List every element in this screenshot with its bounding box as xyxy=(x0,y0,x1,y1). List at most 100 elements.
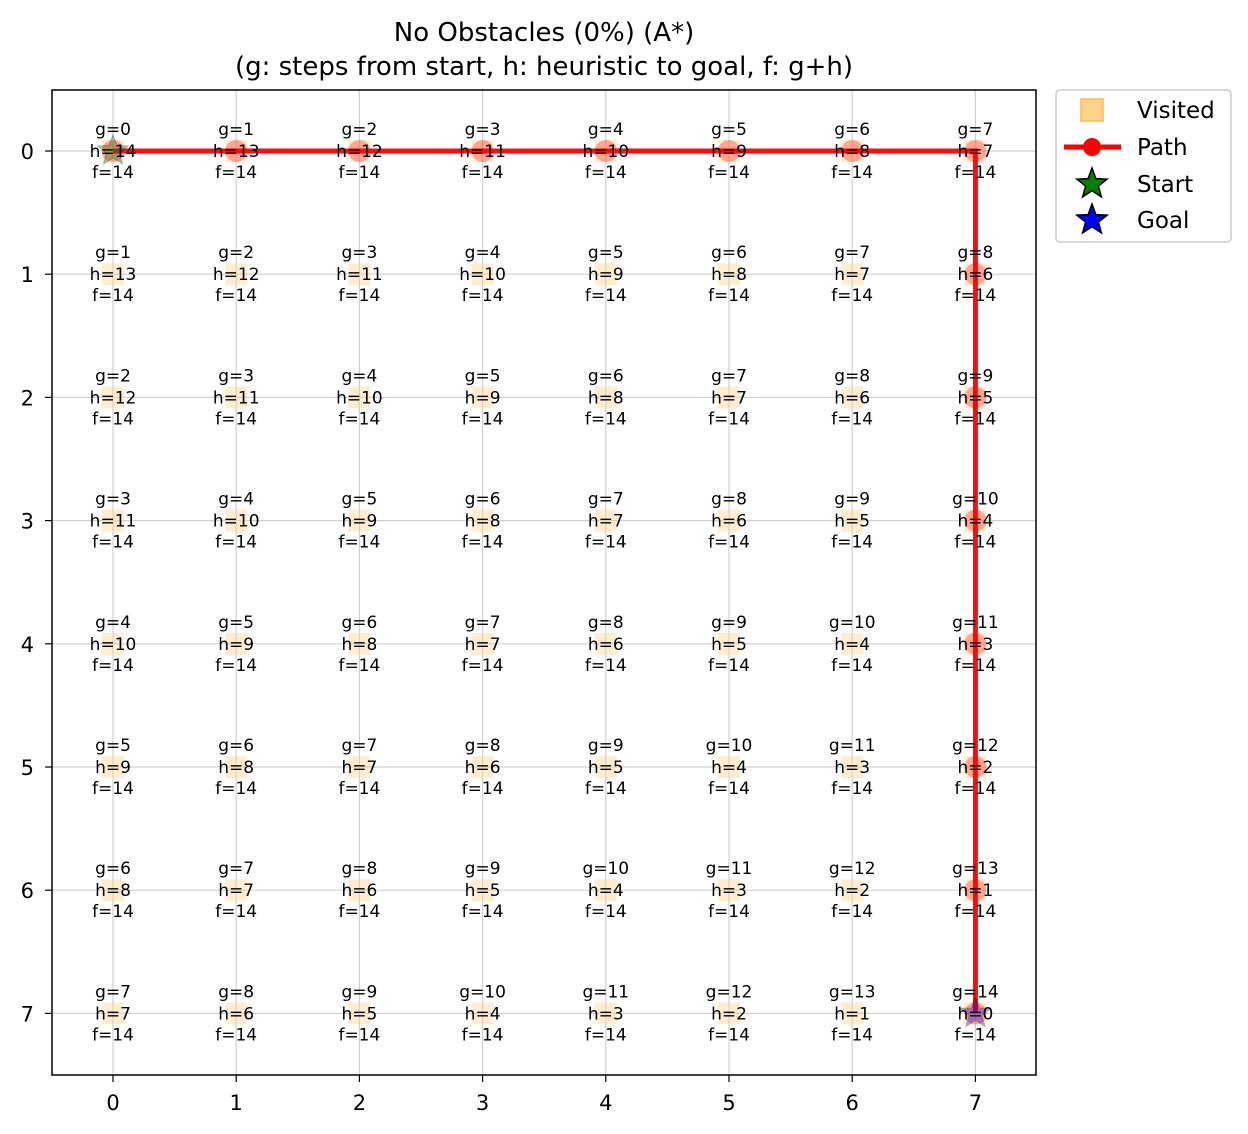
cell-h-label: h=8 xyxy=(218,758,254,778)
cell-h-label: h=9 xyxy=(711,142,747,162)
visited-cell xyxy=(225,263,248,286)
path-marker xyxy=(841,140,864,162)
cell-h-label: h=1 xyxy=(834,1004,870,1024)
cell-g-label: g=5 xyxy=(465,366,501,386)
cell-f-label: f=14 xyxy=(462,533,504,553)
cell-f-label: f=14 xyxy=(462,286,504,306)
cell-f-label: f=14 xyxy=(92,656,134,676)
y-tick-label: 0 xyxy=(21,140,34,164)
cell-f-label: f=14 xyxy=(831,656,873,676)
cell-f-label: f=14 xyxy=(585,656,627,676)
cell-h-label: h=9 xyxy=(95,758,131,778)
cell-h-label: h=8 xyxy=(711,265,747,285)
path-marker xyxy=(964,632,987,655)
cell-f-label: f=14 xyxy=(831,409,873,429)
cell-h-label: h=7 xyxy=(834,265,870,285)
cell-g-label: g=7 xyxy=(957,120,993,140)
cell-h-label: h=9 xyxy=(465,388,501,408)
cell-h-label: h=8 xyxy=(834,142,870,162)
cell-g-label: g=7 xyxy=(341,736,377,756)
x-tick-label: 4 xyxy=(599,1091,612,1115)
cell-h-label: h=6 xyxy=(341,881,377,901)
cell-g-label: g=12 xyxy=(952,736,999,756)
visited-cell xyxy=(471,756,494,778)
cell-g-label: g=10 xyxy=(459,982,506,1002)
cell-f-label: f=14 xyxy=(338,163,380,183)
cell-f-label: f=14 xyxy=(954,163,996,183)
cell-g-label: g=10 xyxy=(952,490,999,510)
cell-g-label: g=14 xyxy=(952,982,999,1002)
visited-cell xyxy=(718,879,740,902)
cell-h-label: h=6 xyxy=(957,265,993,285)
cell-g-label: g=12 xyxy=(706,982,753,1002)
cell-g-label: g=7 xyxy=(834,243,870,263)
cell-h-label: h=13 xyxy=(213,142,260,162)
cell-f-label: f=14 xyxy=(708,286,750,306)
cell-g-label: g=9 xyxy=(588,736,624,756)
legend-label-goal: Goal xyxy=(1137,208,1189,234)
cell-g-label: g=5 xyxy=(218,613,254,633)
cell-f-label: f=14 xyxy=(708,656,750,676)
cell-f-label: f=14 xyxy=(338,533,380,553)
visited-cell xyxy=(225,509,248,532)
cell-f-label: f=14 xyxy=(92,163,134,183)
cell-g-label: g=9 xyxy=(834,490,870,510)
path-marker xyxy=(718,140,740,162)
visited-cell xyxy=(348,509,371,532)
cell-f-label: f=14 xyxy=(831,902,873,922)
visited-cell xyxy=(718,1002,740,1025)
cell-h-label: h=5 xyxy=(711,635,747,655)
cell-f-label: f=14 xyxy=(215,1025,257,1045)
visited-cell xyxy=(841,386,864,409)
grid-lines xyxy=(52,90,1036,1075)
x-tick-label: 5 xyxy=(722,1091,735,1115)
cell-g-label: g=4 xyxy=(341,366,377,386)
goal-marker xyxy=(958,995,992,1028)
y-tick-label: 4 xyxy=(21,633,34,657)
visited-cell xyxy=(594,1002,617,1025)
cell-h-label: h=9 xyxy=(218,635,254,655)
cell-h-label: h=4 xyxy=(465,1004,501,1024)
cell-f-label: f=14 xyxy=(831,779,873,799)
cell-g-label: g=7 xyxy=(465,613,501,633)
cell-g-label: g=3 xyxy=(95,490,131,510)
visited-cell xyxy=(718,756,740,778)
cell-h-label: h=5 xyxy=(957,388,993,408)
legend-start-star xyxy=(1074,165,1110,199)
visited-cell xyxy=(718,509,740,532)
axis-ticks: 0 1 2 3 4 5 6 7 0 1 2 3 4 5 6 7 xyxy=(21,140,982,1115)
cell-h-label: h=11 xyxy=(336,265,383,285)
cell-g-label: g=11 xyxy=(582,982,629,1002)
cell-f-label: f=14 xyxy=(92,533,134,553)
cell-g-label: g=9 xyxy=(465,859,501,879)
cell-f-label: f=14 xyxy=(92,779,134,799)
cell-h-label: h=5 xyxy=(834,512,870,532)
cell-g-label: g=10 xyxy=(582,859,629,879)
cell-g-label: g=9 xyxy=(957,366,993,386)
cell-h-label: h=10 xyxy=(90,635,137,655)
cell-h-label: h=5 xyxy=(341,1004,377,1024)
cell-g-label: g=2 xyxy=(95,366,131,386)
cell-f-label: f=14 xyxy=(462,1025,504,1045)
x-tick-label: 6 xyxy=(846,1091,859,1115)
legend: Visited Path Start Goal xyxy=(1055,89,1232,243)
cell-h-label: h=7 xyxy=(465,635,501,655)
path-marker xyxy=(471,140,494,162)
path-layer xyxy=(102,140,987,1025)
cell-g-label: g=7 xyxy=(711,366,747,386)
chart-title: No Obstacles (0%) (A*) xyxy=(394,18,694,48)
cell-h-label: h=2 xyxy=(711,1004,747,1024)
cell-g-label: g=6 xyxy=(588,366,624,386)
cell-h-label: h=7 xyxy=(957,142,993,162)
path-line xyxy=(113,148,978,1014)
cell-f-label: f=14 xyxy=(585,779,627,799)
cell-g-label: g=5 xyxy=(95,736,131,756)
cell-f-label: f=14 xyxy=(338,656,380,676)
cell-g-label: g=10 xyxy=(829,613,876,633)
cell-f-label: f=14 xyxy=(708,533,750,553)
cell-g-label: g=7 xyxy=(588,490,624,510)
visited-cell xyxy=(718,263,740,286)
cell-f-label: f=14 xyxy=(954,902,996,922)
legend-label-visited: Visited xyxy=(1137,98,1215,124)
cell-h-label: h=4 xyxy=(957,512,993,532)
